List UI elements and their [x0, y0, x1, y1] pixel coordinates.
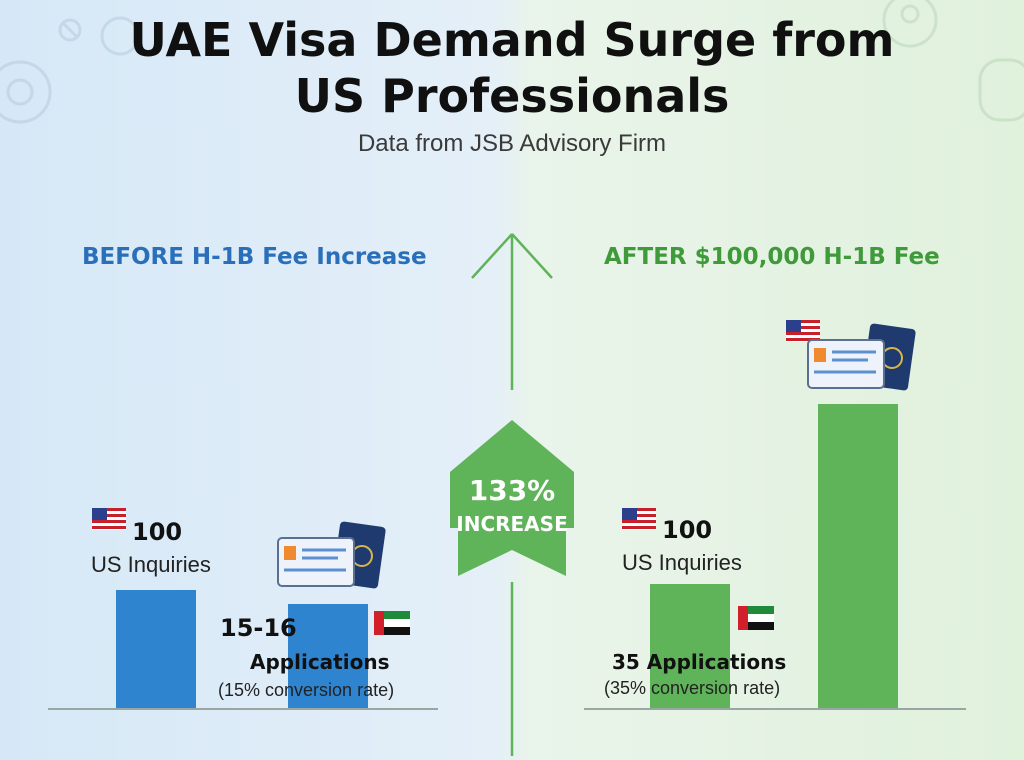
after-applications-label: 35 Applications [612, 650, 787, 674]
before-conversion-note: (15% conversion rate) [218, 680, 395, 700]
increase-arrow [471, 233, 553, 756]
before-inquiries-label: US Inquiries [91, 552, 211, 577]
us-flag-icon [786, 320, 820, 342]
uae-flag-icon [374, 611, 410, 635]
baseline-after [584, 708, 966, 710]
bar-before-inquiries [116, 590, 196, 708]
us-flag-icon [92, 508, 126, 530]
title-line-1: UAE Visa Demand Surge from [129, 13, 895, 67]
before-inquiries-value: 100 [132, 518, 183, 546]
section-heading-after: AFTER $100,000 H-1B Fee [604, 244, 940, 270]
visa-passport-icon [277, 521, 386, 589]
increase-label: INCREASE [456, 512, 568, 536]
bar-after-inquiries [650, 584, 730, 708]
us-flag-icon [622, 508, 656, 530]
background-pattern-icon [0, 16, 140, 124]
page-title: UAE Visa Demand Surge from US Profession… [0, 12, 1024, 124]
after-inquiries-label: US Inquiries [622, 550, 742, 575]
increase-value: 133% [468, 474, 556, 507]
bar-after-applications [818, 404, 898, 708]
after-inquiries-value: 100 [662, 516, 713, 544]
before-applications-label: Applications [250, 650, 390, 674]
increase-badge [450, 420, 574, 576]
after-conversion-note: (35% conversion rate) [604, 678, 781, 698]
before-applications-value: 15-16 [220, 614, 297, 642]
background-pattern-icon [882, 0, 1024, 122]
uae-flag-icon [738, 606, 774, 630]
section-heading-before: BEFORE H-1B Fee Increase [82, 244, 427, 270]
visa-passport-icon [807, 323, 916, 391]
page-subtitle: Data from JSB Advisory Firm [357, 130, 667, 157]
baseline-before [48, 708, 438, 710]
bar-before-applications [288, 604, 368, 708]
title-line-2: US Professionals [294, 69, 730, 123]
